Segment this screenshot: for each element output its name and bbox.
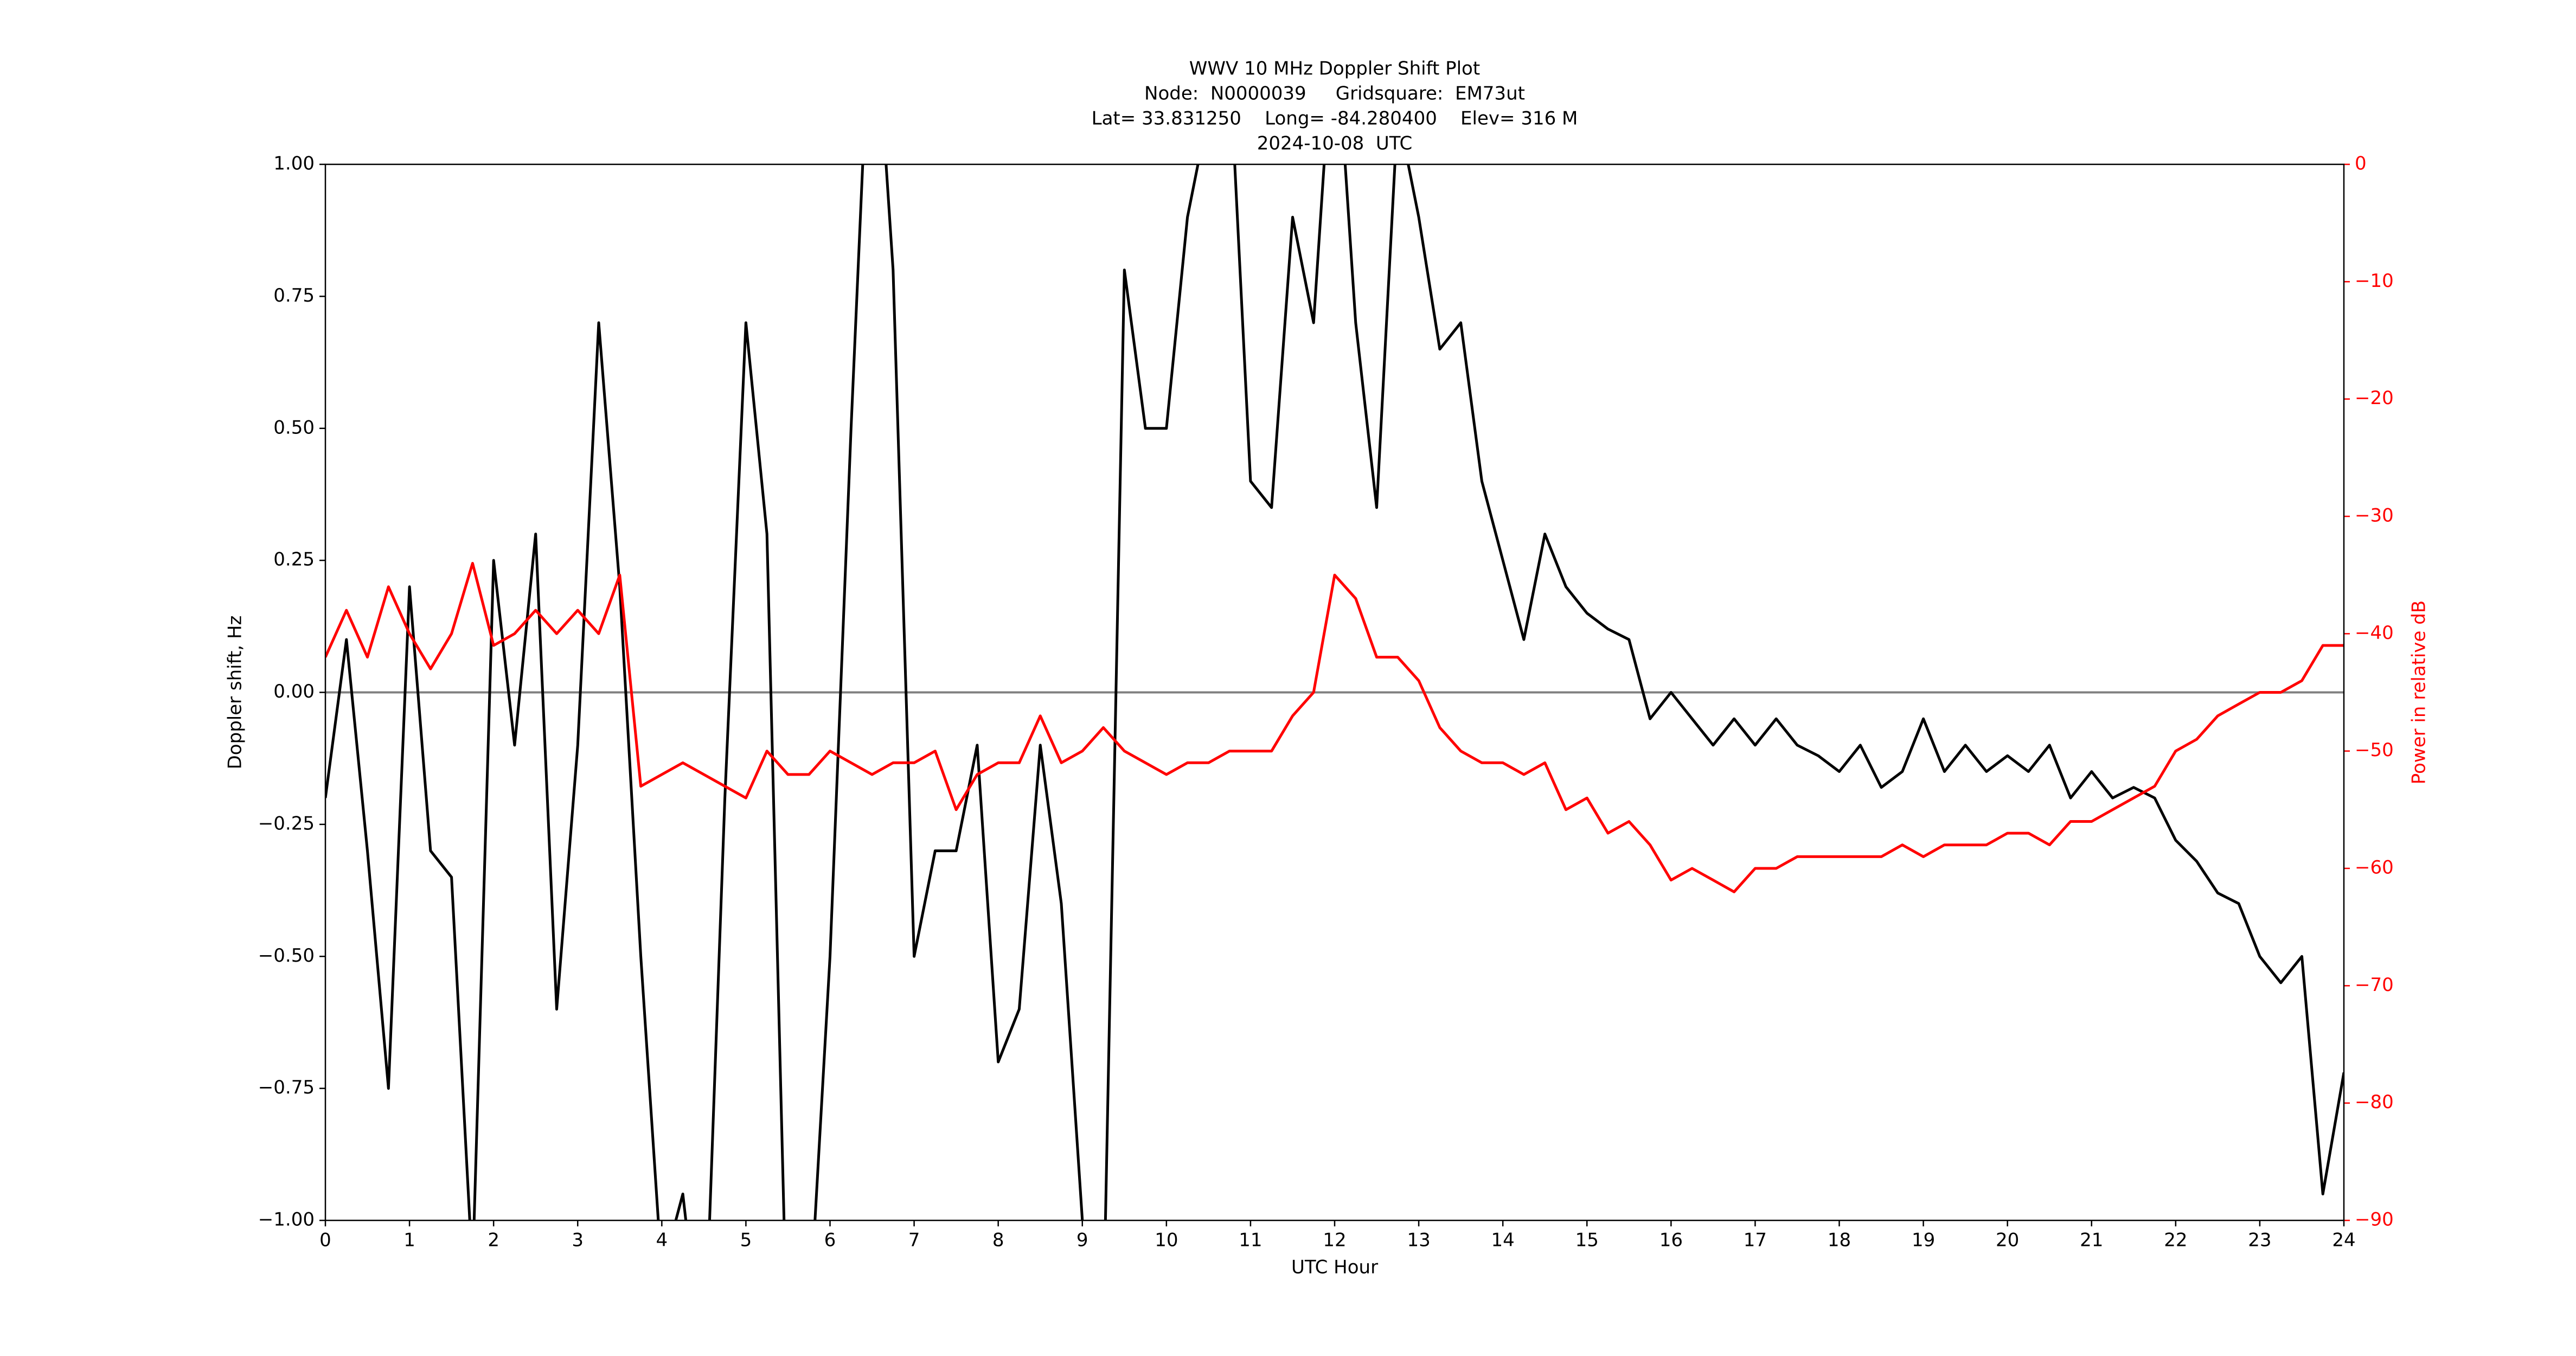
x-tick-label: 9 [1076, 1230, 1088, 1251]
x-tick-label: 23 [2248, 1230, 2271, 1251]
x-tick-label: 22 [2164, 1230, 2187, 1251]
y2-tick-label: −30 [2355, 505, 2394, 527]
data-line [325, 562, 2344, 893]
y-tick-label: −1.00 [258, 1209, 315, 1231]
y2-tick-label: −90 [2355, 1209, 2394, 1231]
y-axis-label: Doppler shift, Hz [225, 616, 246, 770]
x-tick-label: 0 [319, 1230, 331, 1251]
y-tick-label: 0.50 [273, 417, 315, 438]
x-tick-label: 15 [1575, 1230, 1599, 1251]
y2-tick-label: −70 [2355, 974, 2394, 996]
x-tick-label: 11 [1239, 1230, 1262, 1251]
x-tick-label: 10 [1155, 1230, 1178, 1251]
x-tick-label: 24 [2332, 1230, 2355, 1251]
x-tick-label: 1 [403, 1230, 415, 1251]
y-tick-label: 0.25 [273, 549, 315, 571]
x-tick-label: 20 [1996, 1230, 2019, 1251]
y2-tick-label: −10 [2355, 270, 2394, 292]
y-tick-label: 0.75 [273, 285, 315, 306]
y2-tick-label: −60 [2355, 857, 2394, 879]
chart-title: 2024-10-08 UTC [1257, 133, 1413, 155]
y2-tick-label: −40 [2355, 622, 2394, 644]
x-tick-label: 4 [656, 1230, 668, 1251]
x-axis-label: UTC Hour [1291, 1257, 1378, 1278]
x-tick-label: 16 [1659, 1230, 1683, 1251]
y2-tick-label: −20 [2355, 387, 2394, 409]
data-line [325, 164, 2344, 1220]
x-tick-label: 6 [824, 1230, 836, 1251]
x-tick-label: 13 [1407, 1230, 1430, 1251]
x-tick-label: 18 [1828, 1230, 1851, 1251]
x-tick-label: 19 [1912, 1230, 1935, 1251]
y-tick-label: 1.00 [273, 153, 315, 175]
x-tick-label: 21 [2080, 1230, 2103, 1251]
y2-tick-label: −80 [2355, 1091, 2394, 1113]
y2-tick-label: −50 [2355, 739, 2394, 761]
y-tick-label: 0.00 [273, 681, 315, 702]
x-tick-label: 2 [488, 1230, 499, 1251]
x-tick-label: 3 [572, 1230, 584, 1251]
y-tick-label: −0.50 [258, 945, 315, 967]
y-tick-label: −0.75 [258, 1077, 315, 1098]
y2-tick-label: 0 [2355, 153, 2367, 175]
y-tick-label: −0.25 [258, 813, 315, 834]
plot-frame [324, 163, 2345, 1221]
x-tick-label: 8 [992, 1230, 1004, 1251]
x-tick-label: 5 [740, 1230, 752, 1251]
chart-title: Lat= 33.831250 Long= -84.280400 Elev= 31… [1092, 108, 1578, 130]
chart-title: Node: N0000039 Gridsquare: EM73ut [1144, 83, 1525, 105]
x-tick-label: 7 [908, 1230, 920, 1251]
x-tick-label: 12 [1323, 1230, 1346, 1251]
x-tick-label: 17 [1744, 1230, 1767, 1251]
y2-axis-label: Power in relative dB [2408, 600, 2430, 784]
x-tick-label: 14 [1491, 1230, 1515, 1251]
chart-title: WWV 10 MHz Doppler Shift Plot [1189, 58, 1480, 80]
